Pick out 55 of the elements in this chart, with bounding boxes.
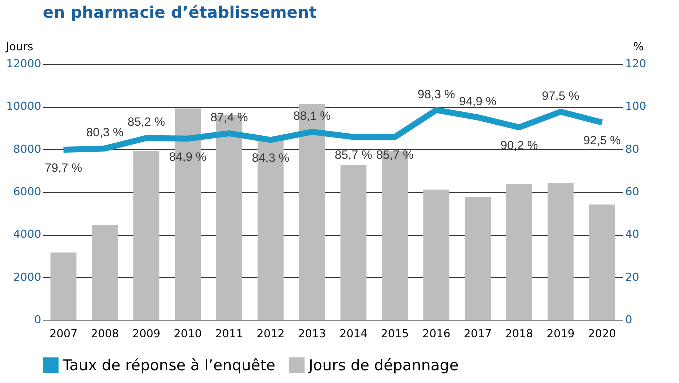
data-label: 87,4 % [210,110,248,125]
y2-tick-label: 100 [626,100,646,114]
chart-title: en pharmacie d’établissement [43,3,318,22]
data-label: 98,3 % [418,87,456,102]
y-tick-label: 8000 [14,142,42,156]
y-tick-label: 4000 [14,228,42,242]
x-tick-label: 2012 [256,328,285,340]
y-tick-label: 10000 [6,100,42,114]
x-tick-label: 2014 [340,328,368,340]
y2-axis-title: % [634,40,644,54]
y-tick-label: 0 [34,314,42,326]
x-tick-label: 2010 [174,328,202,340]
y-tick-label: 12000 [6,58,42,70]
data-label: 85,2 % [128,115,166,130]
data-label: 85,7 % [376,148,414,162]
x-tick-label: 2011 [215,328,244,340]
bar [424,190,450,320]
legend-label: Jours de dépannage [308,356,459,374]
x-tick-label: 2015 [381,328,410,340]
x-tick-label: 2007 [50,328,78,340]
y2-tick-label: 0 [626,314,632,326]
bar [506,184,532,320]
x-tick-label: 2017 [464,328,492,340]
bar [589,204,616,320]
data-label: 79,7 % [45,160,83,175]
legend-label: Taux de réponse à l’enquête [62,356,276,374]
y2-tick-label: 60 [626,186,640,198]
x-tick-label: 2016 [422,328,451,340]
x-tick-label: 2020 [588,328,616,340]
y-tick-label: 6000 [14,186,42,198]
bar [340,165,367,320]
y2-tick-label: 20 [626,270,640,284]
y2-tick-label: 120 [626,58,646,70]
data-label: 84,9 % [169,150,208,164]
y-tick-label: 2000 [14,270,42,284]
bar [548,183,574,320]
data-label: 97,5 % [542,89,580,103]
bar [465,197,491,320]
y-axis-title: Jours [5,40,34,54]
data-label: 92,5 % [584,134,622,148]
bar [50,252,77,320]
data-label: 85,7 % [335,148,373,162]
y2-tick-label: 80 [626,142,640,156]
y2-tick-label: 40 [626,228,640,242]
x-tick-label: 2013 [298,328,326,340]
data-label: 94,9 % [459,94,498,109]
data-label: 88,1 % [294,109,332,124]
data-label: 80,3 % [86,126,124,140]
bar [134,151,160,320]
x-tick-label: 2018 [505,328,534,340]
x-tick-label: 2009 [132,328,161,340]
data-label: 84,3 % [252,151,290,166]
bar [92,225,118,320]
x-tick-label: 2019 [546,328,575,340]
x-tick-label: 2008 [91,328,120,340]
